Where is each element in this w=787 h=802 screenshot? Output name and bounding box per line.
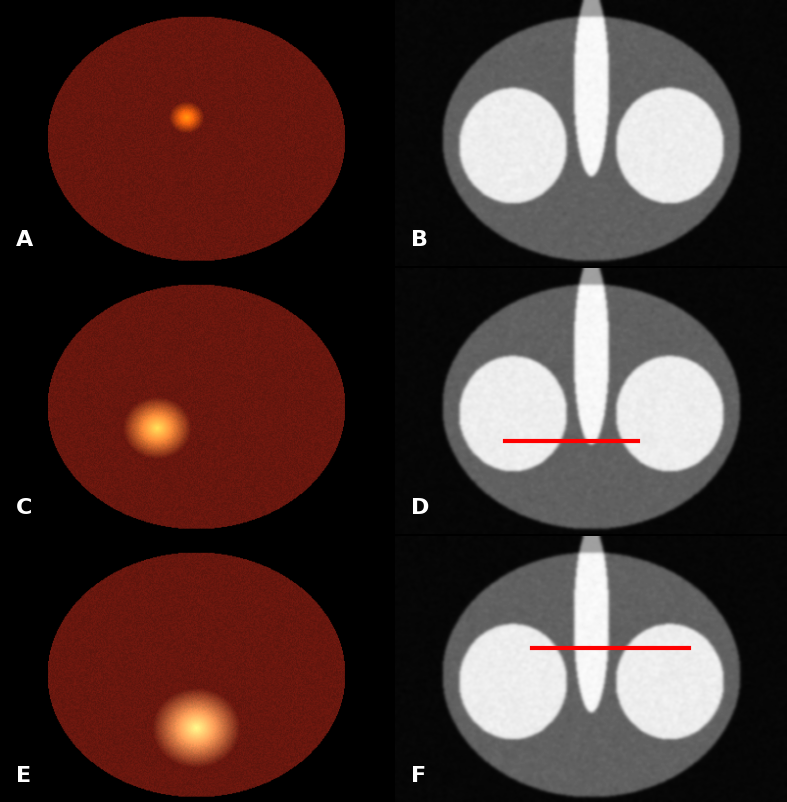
Text: E: E xyxy=(16,766,31,786)
Text: C: C xyxy=(16,498,32,518)
Text: D: D xyxy=(411,498,430,518)
Text: F: F xyxy=(411,766,427,786)
Text: A: A xyxy=(16,229,33,249)
Text: B: B xyxy=(411,229,428,249)
